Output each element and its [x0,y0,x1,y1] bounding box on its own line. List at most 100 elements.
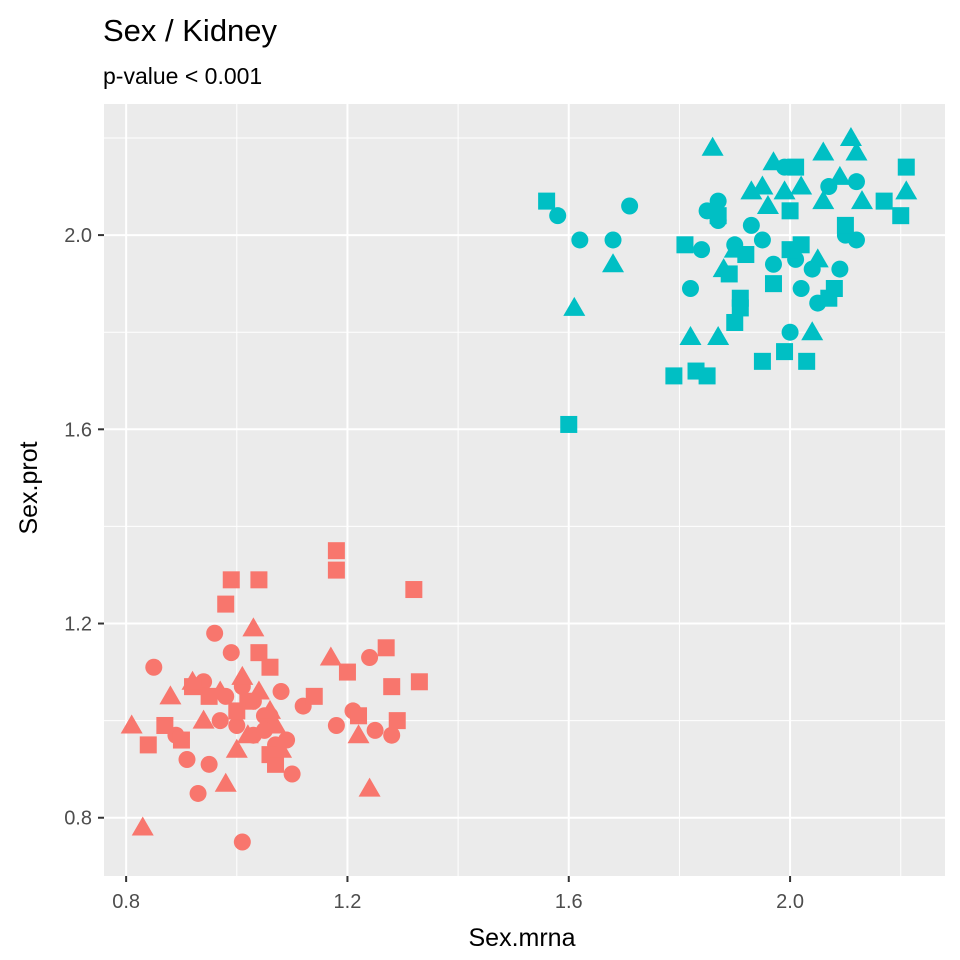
chart-title: Sex / Kidney [103,13,278,48]
data-point-circle [145,658,163,676]
data-point-triangle [762,151,785,171]
data-point-triangle [242,617,265,637]
data-point-circle [549,207,567,225]
data-point-triangle [120,714,143,734]
data-point-triangle [801,321,824,341]
data-point-circle [222,644,240,662]
data-point-circle [604,231,622,249]
data-point-circle [272,682,290,700]
data-point-triangle [806,248,829,268]
data-point-square [875,192,893,210]
x-tick-label: 2.0 [776,891,804,913]
data-point-triangle [839,126,862,146]
chart-subtitle: p-value < 0.001 [103,63,262,89]
data-point-square [228,702,246,720]
data-point-square [753,352,771,370]
data-point-triangle [319,646,342,666]
data-point-triangle [679,326,702,346]
data-point-square [776,343,794,361]
data-point-square [338,663,356,681]
data-point-triangle [159,685,182,705]
data-point-circle [681,280,699,298]
data-point-square [787,158,805,176]
data-point-triangle [563,296,586,316]
data-point-square [327,561,345,579]
data-point-triangle [602,253,625,273]
data-point-square [836,216,854,234]
data-point-triangle [740,180,763,200]
data-point-square [217,595,235,613]
data-point-circle [847,231,865,249]
data-point-triangle [236,724,259,744]
data-point-circle [621,197,639,215]
data-point-square [798,352,816,370]
data-point-square [726,313,744,331]
data-point-circle [283,765,301,783]
data-point-circle [383,726,401,744]
data-point-circle [742,216,760,234]
data-point-circle [233,833,251,851]
data-point-circle [781,323,799,341]
data-point-triangle [773,180,796,200]
data-point-square [781,202,799,220]
data-point-circle [831,260,849,278]
data-point-circle [693,241,711,259]
data-point-square [538,192,556,210]
plot-panel [104,104,945,876]
data-point-square [250,644,268,662]
data-point-triangle [181,670,204,690]
data-point-square [377,639,395,657]
data-point-square [156,716,174,734]
data-point-triangle [851,190,874,210]
data-point-circle [178,750,196,768]
data-point-square [383,678,401,696]
y-tick-label: 0.8 [64,808,92,830]
data-point-square [676,236,694,254]
y-tick-label: 2.0 [64,225,92,247]
data-point-square [892,207,910,225]
data-point-triangle [701,136,724,156]
y-tick-label: 1.2 [64,614,92,636]
data-point-triangle [707,326,730,346]
data-point-square [350,707,368,725]
data-point-circle [764,255,782,273]
axis-ticks: 0.8 1.2 1.6 2.0 0.8 1.2 1.6 2.0 [64,225,804,913]
x-tick-label: 1.6 [555,891,583,913]
x-tick-label: 0.8 [112,891,140,913]
data-point-square [731,289,749,307]
data-point-square [897,158,915,176]
data-point-triangle [712,258,735,278]
data-point-circle [228,716,246,734]
data-point-triangle [756,194,779,214]
data-point-triangle [247,680,270,700]
data-point-square [665,367,683,385]
data-point-square [764,275,782,293]
data-point-square [388,712,406,730]
data-point-circle [200,755,218,773]
data-point-square [560,415,578,433]
data-point-square [737,246,755,264]
data-point-triangle [895,180,918,200]
data-point-circle [709,192,727,210]
data-point-triangle [231,665,254,685]
data-point-circle [255,721,273,739]
gridlines [104,104,945,876]
data-point-triangle [225,738,248,758]
data-points [120,126,918,851]
data-point-square [410,673,428,691]
data-point-triangle [751,175,774,195]
y-tick-label: 1.6 [64,419,92,441]
data-point-circle [753,231,771,249]
data-point-circle [211,712,229,730]
data-point-triangle [270,738,293,758]
data-point-triangle [358,777,381,797]
data-point-triangle [347,724,370,744]
data-point-circle [366,721,384,739]
data-point-square [200,687,218,705]
y-axis-label: Sex.prot [15,441,43,534]
data-point-square [172,731,190,749]
data-point-triangle [845,141,868,161]
data-point-square [222,571,240,589]
data-point-circle [792,280,810,298]
